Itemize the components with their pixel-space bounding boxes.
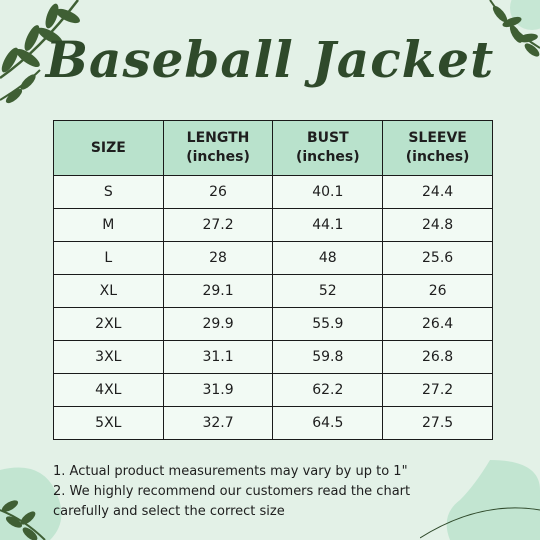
sleeve-cell: 26.8 (382, 340, 493, 374)
sleeve-cell: 26.4 (382, 307, 493, 341)
table-row: 2XL 29.9 55.9 26.4 (53, 307, 493, 341)
bust-cell: 59.8 (272, 340, 384, 374)
size-cell: 3XL (53, 340, 164, 374)
decorative-curve (420, 507, 540, 539)
sleeve-cell: 25.6 (382, 241, 493, 275)
table-row: 5XL 32.7 64.5 27.5 (53, 406, 493, 440)
leaf-branch-icon (0, 0, 80, 104)
size-cell: 4XL (53, 373, 164, 407)
table-row: XL 29.1 52 26 (53, 274, 493, 308)
length-cell: 26 (162, 175, 274, 209)
bust-cell: 40.1 (272, 175, 384, 209)
green-blob (446, 460, 540, 540)
length-cell: 29.1 (162, 274, 274, 308)
size-cell: L (53, 241, 164, 275)
header-length: LENGTH (inches) (162, 120, 274, 176)
bust-cell: 52 (272, 274, 384, 308)
bust-cell: 62.2 (272, 373, 384, 407)
table-row: 4XL 31.9 62.2 27.2 (53, 373, 493, 407)
sleeve-cell: 24.8 (382, 208, 493, 242)
table-row: M 27.2 44.1 24.8 (53, 208, 493, 242)
table-header-row: SIZE LENGTH (inches) BUST (inches) SLEEVE(… (53, 120, 493, 176)
length-cell: 29.9 (162, 307, 274, 341)
length-cell: 32.7 (162, 406, 274, 440)
length-cell: 28 (162, 241, 274, 275)
size-cell: 5XL (53, 406, 164, 440)
sleeve-cell: 24.4 (382, 175, 493, 209)
bust-cell: 55.9 (272, 307, 384, 341)
size-chart-table: SIZE LENGTH (inches) BUST (inches) SLEEVE(… (53, 120, 493, 440)
sleeve-cell: 27.5 (382, 406, 493, 440)
header-size: SIZE (53, 120, 164, 176)
header-sleeve: SLEEVE (inches) (382, 120, 493, 176)
table-row: L 28 48 25.6 (53, 241, 493, 275)
leaf-branch-icon (489, 0, 540, 57)
bust-cell: 44.1 (272, 208, 384, 242)
note-line: 1. Actual product measurements may vary … (53, 464, 408, 479)
size-cell: XL (53, 274, 164, 308)
sleeve-cell: 26 (382, 274, 493, 308)
length-cell: 27.2 (162, 208, 274, 242)
leaf-branch-icon (0, 500, 46, 540)
page-title: Baseball Jacket (45, 30, 495, 89)
size-cell: M (53, 208, 164, 242)
table-row: S 26 40.1 24.4 (53, 175, 493, 209)
note-line: carefully and select the correct size (53, 504, 285, 519)
bust-cell: 64.5 (272, 406, 384, 440)
length-cell: 31.1 (162, 340, 274, 374)
header-bust: BUST (inches) (272, 120, 384, 176)
table-row: 3XL 31.1 59.8 26.8 (53, 340, 493, 374)
size-cell: 2XL (53, 307, 164, 341)
note-line: 2. We highly recommend our customers rea… (53, 484, 411, 499)
bust-cell: 48 (272, 241, 384, 275)
notes: 1. Actual product measurements may vary … (53, 462, 493, 522)
length-cell: 31.9 (162, 373, 274, 407)
size-cell: S (53, 175, 164, 209)
sleeve-cell: 27.2 (382, 373, 493, 407)
